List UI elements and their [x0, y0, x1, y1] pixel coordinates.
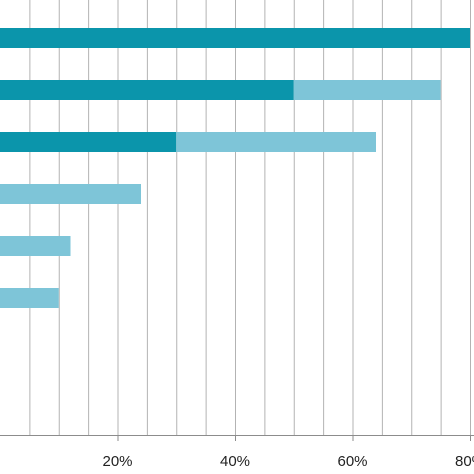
bar-1-series-1 [293, 80, 441, 100]
bars [0, 28, 470, 308]
bar-5-series-1 [0, 288, 59, 308]
x-tick-label-1: 40% [220, 453, 250, 470]
x-axis: 20% 40% 60% 80% [0, 435, 474, 470]
x-tick-label-2: 60% [337, 453, 367, 470]
bar-3-series-1 [0, 184, 141, 204]
bar-2-series-0 [0, 132, 177, 152]
bar-2-series-1 [176, 132, 376, 152]
x-tick-label-0: 20% [102, 453, 132, 470]
bar-0-series-0 [0, 28, 470, 48]
bar-1-series-0 [0, 80, 294, 100]
x-tick-label-3: 80% [455, 453, 474, 470]
grid-lines [29, 0, 471, 435]
bar-4-series-1 [0, 236, 71, 256]
